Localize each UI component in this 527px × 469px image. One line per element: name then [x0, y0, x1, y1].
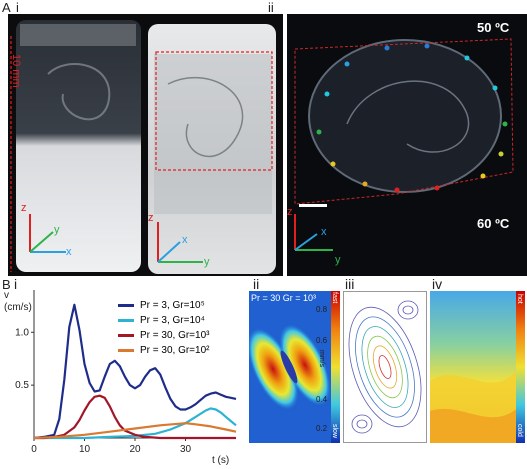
- axis-y-ii: y: [335, 254, 341, 266]
- velocity-colorbar: [331, 291, 340, 443]
- x-axis-label: t (s): [212, 455, 230, 466]
- scale-bar-label: 10 mm: [10, 54, 22, 88]
- temp-top-label: 50 ºC: [477, 20, 510, 35]
- axis-z-left: z: [21, 202, 27, 214]
- series-line-1: [34, 407, 237, 440]
- panel-b-sub-ii: ii: [253, 276, 260, 292]
- panel-b-label: B: [2, 277, 11, 292]
- legend-item-0: Pr = 3, Gr=10⁵: [118, 298, 209, 313]
- y-tick-label-0: 0.5: [15, 380, 29, 391]
- photo-i-graphic: [8, 14, 283, 276]
- colorbar-tick-1: 0.6: [316, 336, 328, 345]
- legend-swatch-0: [118, 304, 134, 307]
- streamline-graphic: [348, 300, 422, 434]
- axis-y-right: y: [204, 256, 210, 268]
- legend-label-3: Pr = 30, Gr=10²: [140, 345, 210, 356]
- legend-label-1: Pr = 3, Gr=10⁴: [140, 315, 205, 326]
- x-tick-label-2: 20: [129, 444, 141, 455]
- colorbar-cold-label: cold: [516, 424, 523, 437]
- legend-label-2: Pr = 30, Gr=10³: [140, 330, 210, 341]
- panel-a-label: A: [2, 0, 11, 15]
- colorbar-fast-label: fast: [331, 292, 338, 304]
- streamline-plot: [343, 291, 427, 443]
- temperature-map: [430, 291, 516, 443]
- heatmap-title: Pr = 30 Gr = 10³: [251, 293, 317, 303]
- colorbar-tick-3: 0.2: [316, 424, 328, 433]
- velocity-chart: 0 10 20 30 0.5 1.0: [15, 290, 237, 455]
- temperature-colorbar: [516, 291, 525, 443]
- series-line-3: [33, 422, 237, 440]
- panel-b-sub-i: i: [14, 276, 18, 292]
- panel-b-sub-iii: iii: [345, 276, 355, 292]
- x-tick-label-3: 30: [180, 444, 192, 455]
- x-tick-label-1: 10: [79, 444, 91, 455]
- series-line-2: [34, 394, 236, 440]
- legend-item-2: Pr = 30, Gr=10³: [118, 328, 209, 343]
- photo-ii: 50 ºC 60 ºC z x y: [287, 14, 527, 276]
- axis-x-right: x: [182, 234, 188, 246]
- chart-legend: Pr = 3, Gr=10⁵ Pr = 3, Gr=10⁴ Pr = 30, Gr=…: [118, 298, 209, 358]
- y-axis-label: v (cm/s): [4, 290, 32, 313]
- colorbar-unit: mm/s: [318, 350, 325, 368]
- axis-z-right: z: [148, 212, 154, 224]
- legend-label-0: Pr = 3, Gr=10⁵: [140, 300, 205, 311]
- velocity-heatmap: Pr = 30 Gr = 10³: [246, 291, 333, 443]
- panel-a: A i ii: [0, 0, 527, 276]
- flow-arrows: [316, 43, 508, 193]
- legend-item-1: Pr = 3, Gr=10⁴: [118, 313, 209, 328]
- colorbar-tick-0: 0.8: [316, 305, 328, 314]
- x-tick-label-0: 0: [31, 444, 37, 455]
- series-line-0: [33, 303, 237, 440]
- temp-bottom-label: 60 ºC: [477, 216, 510, 231]
- legend-swatch-2: [118, 334, 134, 337]
- legend-item-3: Pr = 30, Gr=10²: [118, 343, 209, 358]
- axis-y-left: y: [54, 224, 60, 236]
- legend-swatch-3: [118, 349, 134, 352]
- panel-b-sub-iv: iv: [432, 276, 443, 292]
- photo-ii-graphic: [287, 14, 527, 276]
- y-tick-label-1: 1.0: [15, 327, 29, 338]
- axis-x-left: x: [66, 246, 72, 258]
- temperature-graphic: [430, 291, 516, 443]
- colorbar-slow-label: slow: [331, 424, 338, 439]
- colorbar-tick-2: 0.4: [316, 395, 328, 404]
- panel-a-sub-ii: ii: [268, 0, 274, 15]
- axis-z-ii: z: [287, 206, 293, 218]
- axis-x-ii: x: [321, 226, 327, 238]
- colorbar-hot-label: hot: [516, 294, 523, 304]
- velocity-heatmap-graphic: [246, 291, 333, 443]
- plot-area: 0 10 20 30 0.5 1.0: [15, 290, 237, 455]
- legend-swatch-1: [118, 319, 134, 322]
- panel-a-sub-i: i: [16, 0, 19, 15]
- photo-i: 10 mm z y x z x y: [8, 14, 283, 276]
